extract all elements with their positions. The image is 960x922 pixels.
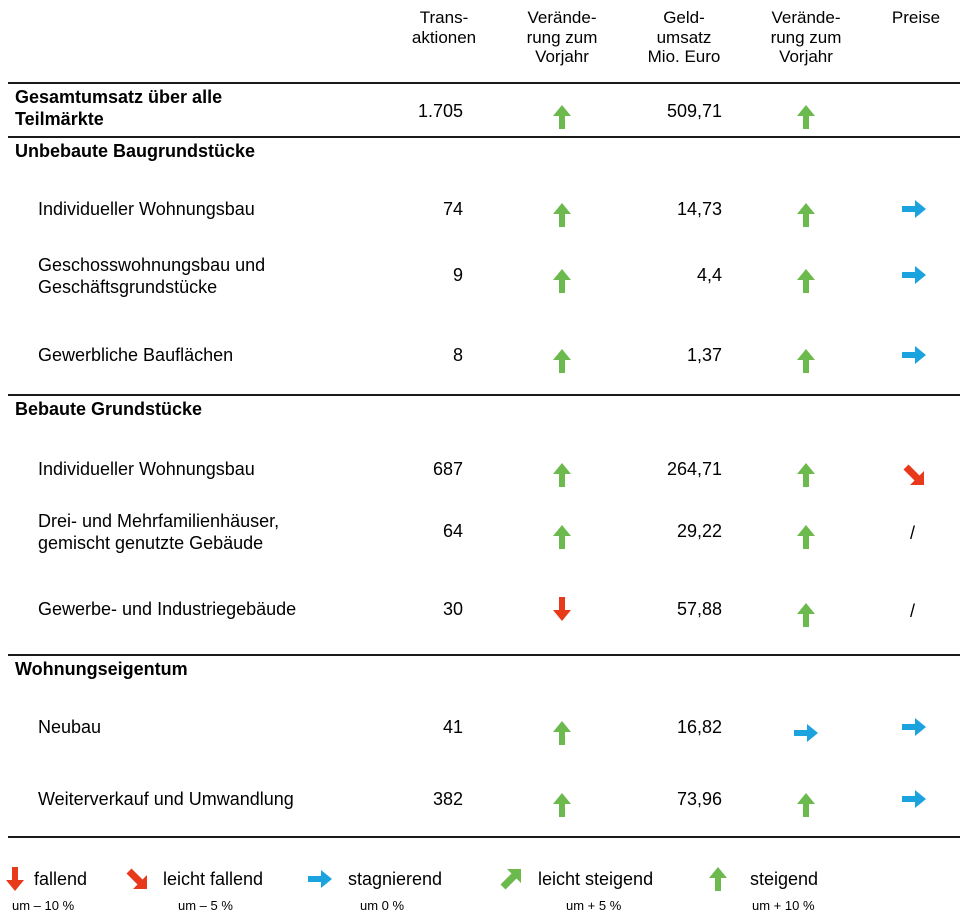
arrow-up-icon xyxy=(553,269,571,293)
arrow-up-icon xyxy=(797,463,815,487)
row-label: Gewerbe- und Industriegebäude xyxy=(38,599,297,619)
arrow-up-icon xyxy=(797,603,815,627)
arrow-down-icon xyxy=(553,597,571,621)
total-label: Gesamtumsatz über alle Teilmärkte xyxy=(15,87,223,129)
arrow-up-icon xyxy=(553,525,571,549)
arrow-up-right-icon xyxy=(500,869,521,890)
header-volume: Geld- umsatz Mio. Euro xyxy=(647,8,721,66)
section-rule xyxy=(8,136,960,138)
legend-sublabel: um + 10 % xyxy=(752,898,815,913)
row-label: Individueller Wohnungsbau xyxy=(38,199,255,219)
row-transactions: 41 xyxy=(442,717,463,737)
arrow-up-icon xyxy=(797,349,815,373)
row-label: Individueller Wohnungsbau xyxy=(38,459,255,479)
legend-label: stagnierend xyxy=(348,869,443,889)
arrow-down-right-icon xyxy=(903,464,924,485)
row-volume: 57,88 xyxy=(676,599,722,619)
legend-sublabel: um – 10 % xyxy=(12,898,75,913)
total-transactions: 1.705 xyxy=(417,101,463,121)
arrow-right-icon xyxy=(902,790,926,808)
row-transactions: 64 xyxy=(442,521,463,541)
arrow-up-icon xyxy=(553,463,571,487)
header-transactions: Trans- aktionen xyxy=(411,8,477,47)
header-change-transactions: Verände- rung zum Vorjahr xyxy=(526,8,598,66)
row-volume: 14,73 xyxy=(676,199,722,219)
arrow-up-icon xyxy=(553,203,571,227)
legend-sublabel: um – 5 % xyxy=(178,898,233,913)
arrow-up-icon xyxy=(797,525,815,549)
header-prices: Preise xyxy=(891,8,941,27)
row-transactions: 74 xyxy=(442,199,463,219)
row-transactions: 687 xyxy=(432,459,463,479)
row-label: Gewerbliche Bauflächen xyxy=(38,345,234,365)
arrow-up-icon xyxy=(553,721,571,745)
arrow-up-icon xyxy=(797,203,815,227)
arrow-down-right-icon xyxy=(126,868,147,889)
prices-not-available: / xyxy=(910,601,916,621)
row-volume: 264,71 xyxy=(666,459,722,479)
arrow-up-icon xyxy=(553,105,571,129)
header-rule xyxy=(8,82,960,84)
section-rule xyxy=(8,394,960,396)
section-rule xyxy=(8,654,960,656)
arrow-up-icon xyxy=(797,105,815,129)
arrow-right-icon xyxy=(902,346,926,364)
legend-label: leicht fallend xyxy=(163,869,264,889)
row-volume: 29,22 xyxy=(676,521,722,541)
arrow-right-icon xyxy=(902,718,926,736)
arrow-right-icon xyxy=(308,870,332,888)
row-transactions: 382 xyxy=(432,789,463,809)
section-title: Wohnungseigentum xyxy=(15,659,188,679)
row-label: Drei- und Mehrfamilienhäuser, gemischt g… xyxy=(38,511,280,553)
row-transactions: 30 xyxy=(442,599,463,619)
arrow-up-icon xyxy=(553,349,571,373)
section-title: Bebaute Grundstücke xyxy=(15,399,203,419)
legend-sublabel: um 0 % xyxy=(360,898,405,913)
arrow-up-icon xyxy=(797,793,815,817)
row-label: Geschosswohnungsbau und Geschäftsgrundst… xyxy=(38,255,266,297)
legend: fallend um – 10 % leicht fallend um – 5 % st… xyxy=(0,862,960,922)
row-volume: 4,4 xyxy=(696,265,722,285)
legend-sublabel: um + 5 % xyxy=(566,898,622,913)
arrow-up-icon xyxy=(553,793,571,817)
arrow-right-icon xyxy=(902,266,926,284)
arrow-down-icon xyxy=(6,867,24,891)
legend-label: steigend xyxy=(750,869,819,889)
legend-label: fallend xyxy=(34,869,88,889)
section-title: Unbebaute Baugrundstücke xyxy=(15,141,256,161)
header-change-volume: Verände- rung zum Vorjahr xyxy=(770,8,842,66)
arrow-right-icon xyxy=(902,200,926,218)
row-volume: 73,96 xyxy=(676,789,722,809)
row-transactions: 8 xyxy=(452,345,463,365)
row-volume: 1,37 xyxy=(686,345,722,365)
row-label: Neubau xyxy=(38,717,102,737)
arrow-up-icon xyxy=(797,269,815,293)
row-label: Weiterverkauf und Umwandlung xyxy=(38,789,294,809)
total-volume: 509,71 xyxy=(666,101,722,121)
table-end-rule xyxy=(8,836,960,838)
prices-not-available: / xyxy=(910,523,916,543)
arrow-up-icon xyxy=(709,867,727,891)
row-volume: 16,82 xyxy=(676,717,722,737)
arrow-right-icon xyxy=(794,724,818,742)
legend-label: leicht steigend xyxy=(538,869,654,889)
row-transactions: 9 xyxy=(452,265,463,285)
